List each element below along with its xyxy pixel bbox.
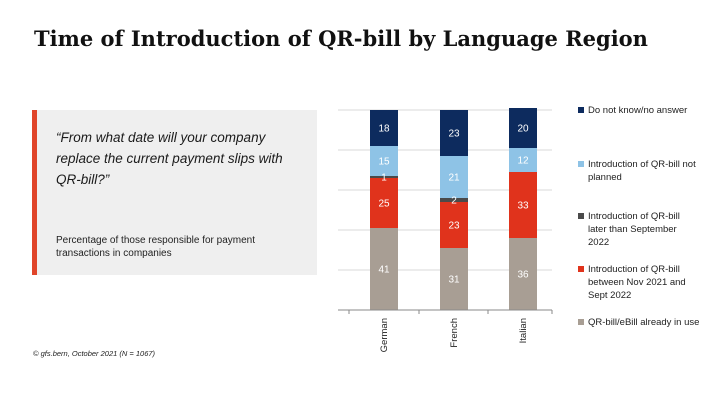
- bar-segment: [509, 238, 537, 310]
- bar-segment: [440, 156, 468, 198]
- data-label: 12: [517, 156, 529, 167]
- bar-segment: [370, 228, 398, 310]
- accent-bar: [32, 110, 37, 275]
- data-label: 33: [517, 201, 529, 212]
- bar-segment: [509, 172, 537, 238]
- bar-segment: [370, 176, 398, 178]
- bar-segment: [509, 108, 537, 148]
- data-label: 23: [448, 129, 460, 140]
- bar-segment: [509, 148, 537, 172]
- bar-segment: [370, 146, 398, 176]
- bar-segment: [440, 202, 468, 248]
- survey-note: Percentage of those responsible for paym…: [56, 235, 256, 259]
- data-label: 23: [448, 221, 460, 232]
- legend-swatch: [578, 266, 584, 272]
- x-tick-label: French: [449, 318, 460, 348]
- data-label: 20: [517, 124, 529, 135]
- source-note: © gfs.bern, October 2021 (N = 1067): [33, 349, 156, 358]
- legend-label: Introduction of QR-bill between Nov 2021…: [588, 264, 686, 301]
- data-label: 36: [517, 270, 529, 281]
- bar-segment: [440, 198, 468, 202]
- quote-box: “From what date will your company replac…: [32, 110, 317, 275]
- data-label: 2: [451, 196, 457, 207]
- legend-swatch: [578, 213, 584, 219]
- data-label: 25: [378, 199, 390, 210]
- data-label: 1: [381, 173, 387, 184]
- legend-swatch: [578, 161, 584, 167]
- bar-segment: [370, 110, 398, 146]
- data-label: 21: [448, 173, 460, 184]
- data-labels: 41 25 1 15 18 31 23 2 21 23 36 33 12 20: [378, 124, 529, 286]
- legend-label: QR-bill/eBill already in use: [588, 317, 700, 328]
- stacked-bar-chart: 41 25 1 15 18 31 23 2 21 23 36 33 12 20 German French I…: [338, 108, 553, 352]
- data-label: 15: [378, 157, 390, 168]
- legend-label: Introduction of QR-bill not planned: [588, 159, 696, 183]
- bar-segment: [370, 178, 398, 228]
- legend-swatch: [578, 107, 584, 113]
- bar-segments: [370, 108, 537, 310]
- x-tick-label: German: [379, 318, 390, 352]
- x-axis: German French Italian: [338, 309, 553, 352]
- data-label: 18: [378, 124, 390, 135]
- legend-swatch: [578, 319, 584, 325]
- x-tick-label: Italian: [518, 318, 529, 343]
- page-title: Time of Introduction of QR-bill by Langu…: [34, 26, 648, 51]
- legend-label: Introduction of QR-bill later than Septe…: [588, 211, 680, 248]
- legend-label: Do not know/no answer: [588, 105, 688, 116]
- data-label: 31: [448, 275, 460, 286]
- data-label: 41: [378, 265, 390, 276]
- survey-question: “From what date will your company replac…: [56, 130, 283, 187]
- bar-segment: [440, 248, 468, 310]
- bar-segment: [440, 110, 468, 156]
